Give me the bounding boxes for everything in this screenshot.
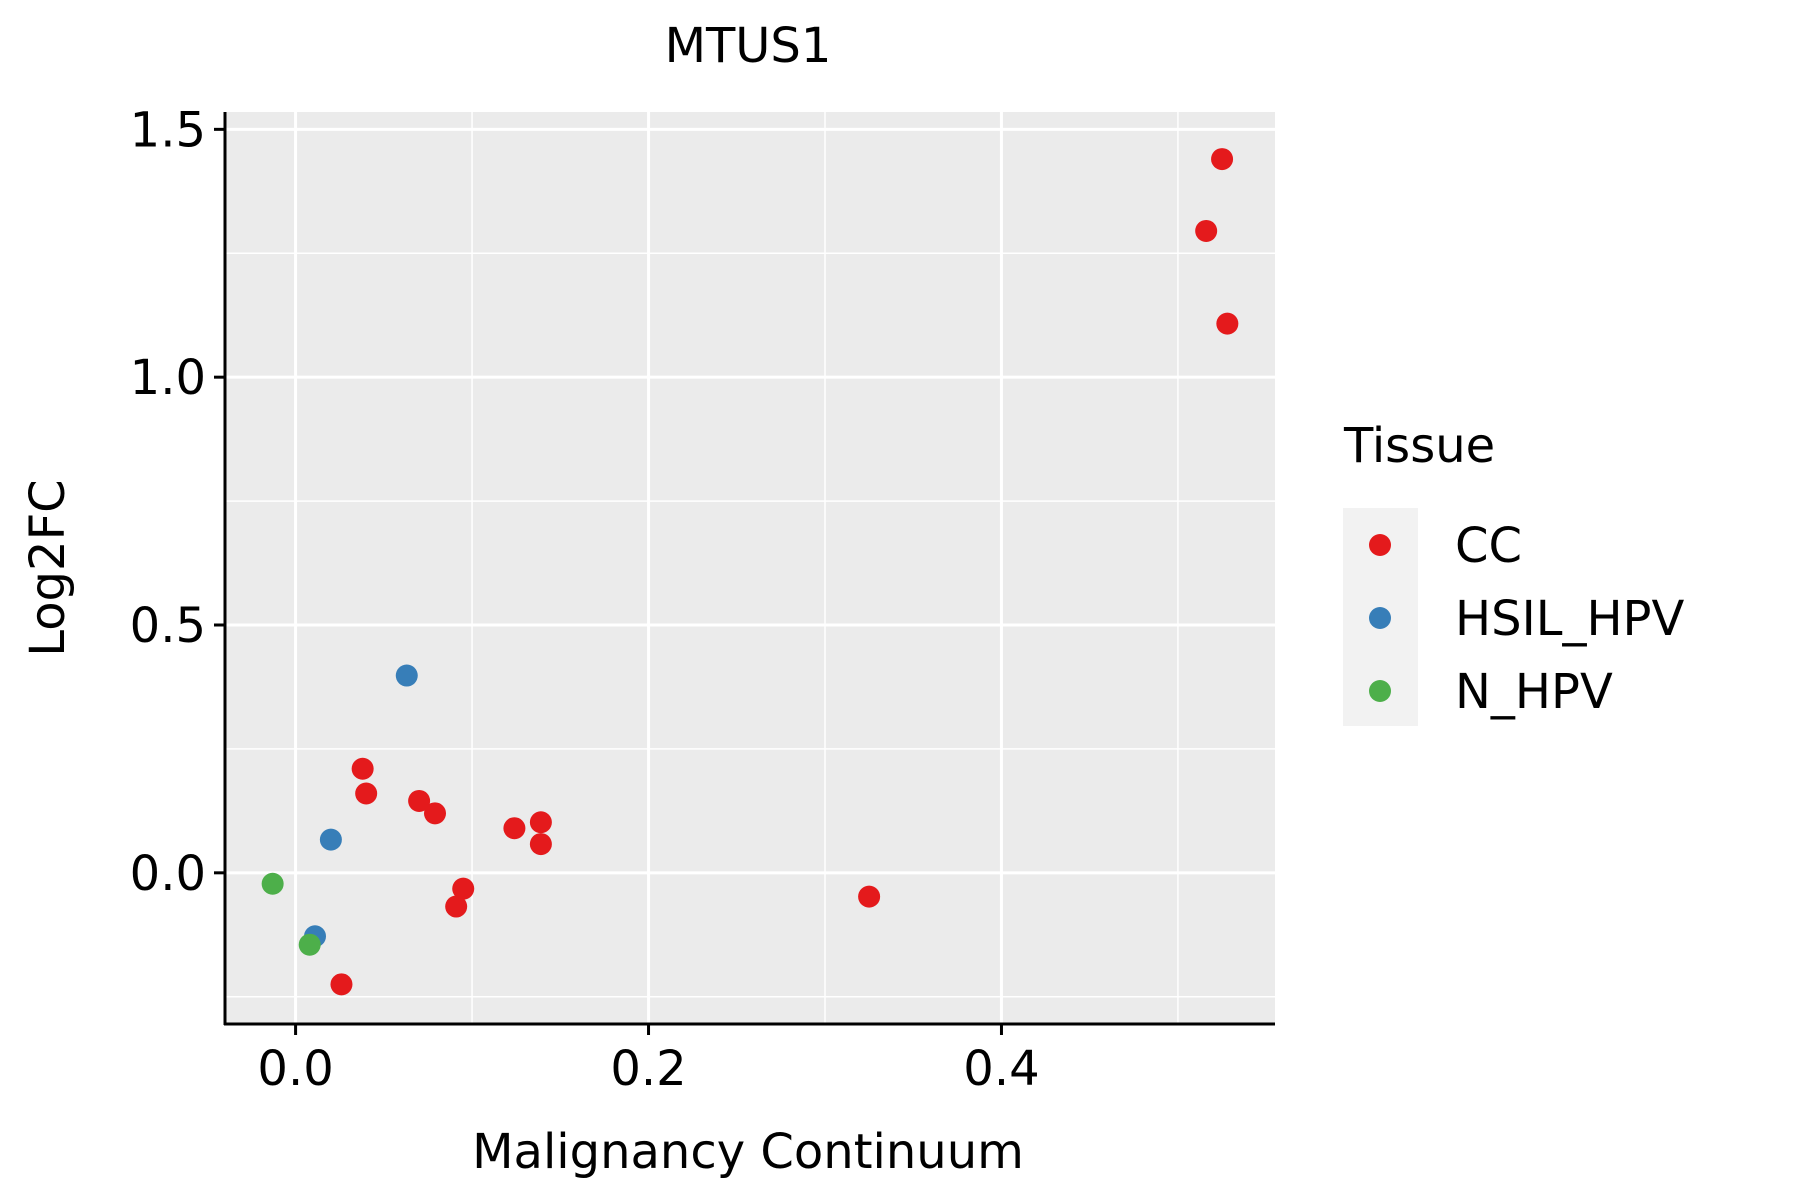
y-axis-ticks: 0.0 0.5 1.0 1.5	[130, 102, 225, 902]
x-axis-label: Malignancy Continuum	[472, 1124, 1024, 1180]
legend-key-cc	[1369, 534, 1391, 556]
legend: Tissue CC HSIL_HPV N_HPV	[1343, 418, 1685, 726]
point-cc	[408, 789, 431, 812]
point-cc	[858, 885, 881, 908]
plot-panel	[225, 112, 1275, 1024]
point-cc	[351, 757, 374, 780]
x-tick-label: 0.0	[257, 1041, 333, 1097]
legend-items: CC HSIL_HPV N_HPV	[1369, 518, 1685, 720]
point-cc	[452, 877, 475, 900]
point-cc	[330, 973, 353, 996]
legend-key-n-hpv	[1369, 680, 1391, 702]
point-cc	[529, 811, 552, 834]
point-cc	[529, 833, 552, 856]
point-hsil-hpv	[395, 664, 418, 687]
legend-label-n-hpv: N_HPV	[1455, 664, 1613, 720]
y-tick-label: 1.0	[130, 350, 206, 406]
chart-title: MTUS1	[665, 18, 832, 74]
point-cc	[503, 817, 526, 840]
legend-label-cc: CC	[1455, 518, 1522, 574]
point-cc	[1195, 219, 1218, 242]
y-axis-label: Log2FC	[20, 479, 76, 656]
x-axis-ticks: 0.0 0.2 0.4	[257, 1024, 1040, 1097]
data-points	[261, 148, 1239, 996]
point-cc	[355, 782, 378, 805]
y-tick-label: 1.5	[130, 102, 206, 158]
point-n-hpv	[261, 872, 284, 895]
point-cc	[424, 802, 446, 825]
y-tick-label: 0.5	[130, 598, 206, 654]
legend-title: Tissue	[1343, 418, 1495, 474]
point-cc	[1216, 312, 1239, 335]
point-hsil-hpv	[319, 828, 342, 851]
y-tick-label: 0.0	[130, 846, 206, 902]
x-tick-label: 0.4	[963, 1041, 1039, 1097]
x-tick-label: 0.2	[610, 1041, 686, 1097]
major-gridlines	[225, 112, 1275, 1024]
legend-label-hsil-hpv: HSIL_HPV	[1455, 591, 1685, 647]
minor-gridlines	[225, 112, 1275, 1024]
point-cc	[445, 895, 468, 918]
legend-key-hsil-hpv	[1369, 607, 1391, 629]
point-cc	[1211, 148, 1234, 171]
point-n-hpv	[298, 933, 321, 956]
